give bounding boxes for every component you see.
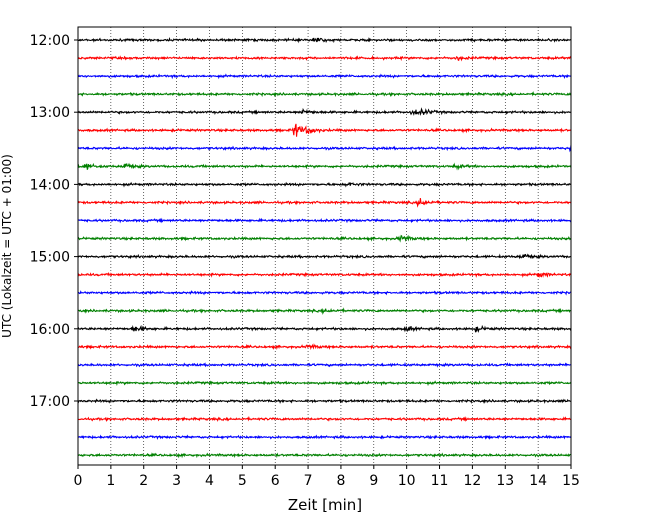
trace-1200 xyxy=(77,37,572,44)
trace-1530 xyxy=(77,290,572,296)
trace-1230 xyxy=(77,73,572,80)
y-tick-label-2: 14:00 xyxy=(30,177,70,193)
x-tick-label-5: 5 xyxy=(238,473,247,489)
trace-1415 xyxy=(77,198,572,208)
x-axis-ticks: 0 1 2 3 4 5 6 7 8 9 10 11 12 13 14 15 xyxy=(74,465,580,489)
trace-1515 xyxy=(77,271,572,279)
trace-1500 xyxy=(77,253,572,260)
y-axis-ticks: 12:00 13:00 14:00 15:00 16:00 17:00 xyxy=(30,33,78,410)
x-tick-label-10: 10 xyxy=(398,473,416,489)
y-tick-label-4: 16:00 xyxy=(30,322,70,338)
x-tick-label-1: 1 xyxy=(106,473,115,489)
trace-1345 xyxy=(77,162,572,171)
trace-1645 xyxy=(77,380,572,387)
x-tick-label-0: 0 xyxy=(74,473,83,489)
trace-1315 xyxy=(77,123,572,137)
y-tick-label-0: 12:00 xyxy=(30,33,70,49)
x-axis-label: Zeit [min] xyxy=(288,496,362,514)
x-tick-label-12: 12 xyxy=(463,473,481,489)
plot-frame xyxy=(77,26,572,466)
seismic-traces xyxy=(77,37,572,459)
x-tick-label-15: 15 xyxy=(562,473,580,489)
x-tick-label-7: 7 xyxy=(304,473,313,489)
trace-1430 xyxy=(77,217,572,224)
x-tick-label-13: 13 xyxy=(496,473,514,489)
x-tick-label-4: 4 xyxy=(205,473,214,489)
x-tick-label-9: 9 xyxy=(369,473,378,489)
vertical-gridlines xyxy=(110,27,539,465)
trace-1445 xyxy=(77,234,572,243)
trace-1730 xyxy=(77,434,572,440)
trace-1630 xyxy=(77,361,572,368)
trace-1615 xyxy=(77,343,572,351)
y-axis-label: UTC (Lokalzeit = UTC + 01:00) xyxy=(0,154,14,338)
trace-1545 xyxy=(77,307,572,315)
trace-1245 xyxy=(77,90,572,98)
x-tick-label-14: 14 xyxy=(529,473,547,489)
x-tick-label-2: 2 xyxy=(139,473,148,489)
trace-1300 xyxy=(77,107,572,116)
x-tick-label-3: 3 xyxy=(172,473,181,489)
y-tick-label-1: 13:00 xyxy=(30,105,70,121)
trace-1700 xyxy=(77,398,572,404)
y-tick-label-5: 17:00 xyxy=(30,394,70,410)
trace-1215 xyxy=(77,54,572,62)
trace-1745 xyxy=(77,452,572,459)
trace-1330 xyxy=(77,145,572,153)
x-tick-label-8: 8 xyxy=(336,473,345,489)
y-tick-label-3: 15:00 xyxy=(30,250,70,266)
x-tick-label-6: 6 xyxy=(271,473,280,489)
trace-1715 xyxy=(77,415,572,422)
trace-1600 xyxy=(77,324,572,333)
trace-1400 xyxy=(78,181,572,188)
x-tick-label-11: 11 xyxy=(431,473,449,489)
